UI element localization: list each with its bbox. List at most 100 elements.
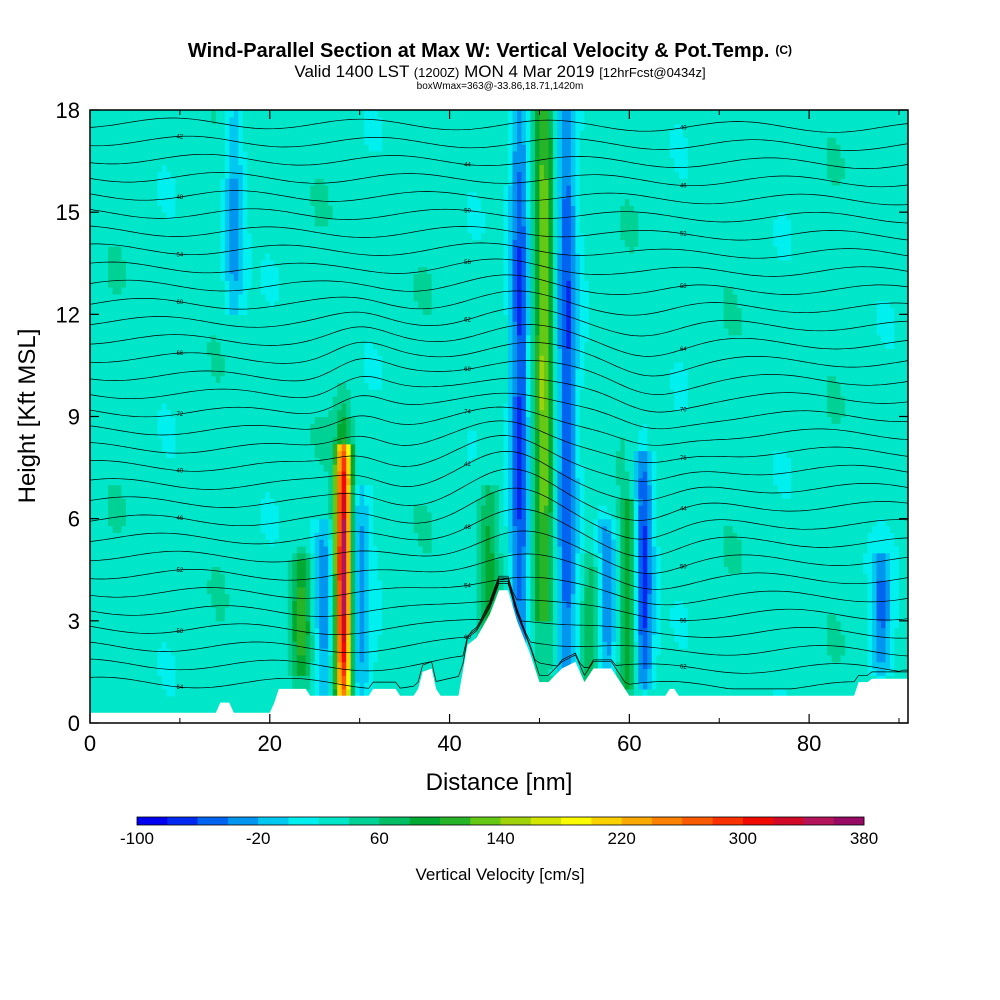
wvel-cell [126,233,131,240]
wvel-cell [144,199,149,206]
wvel-cell [130,498,135,505]
wvel-cell [193,444,198,451]
wvel-cell [184,689,189,696]
wvel-cell [90,417,95,424]
wvel-cell [90,594,95,601]
wvel-cell [157,675,162,682]
wvel-cell [175,328,180,335]
wvel-cell [162,219,167,226]
wvel-cell [175,396,180,403]
wvel-cell [202,348,207,355]
wvel-cell [135,539,140,546]
wvel-cell [94,682,99,689]
wvel-cell [135,369,140,376]
wvel-cell [103,382,108,389]
wvel-cell [171,655,176,662]
wvel-cell [126,600,131,607]
wvel-cell [175,151,180,158]
wvel-cell [103,423,108,430]
wvel-cell [99,634,104,641]
wvel-cell [103,308,108,315]
wvel-cell [166,423,171,430]
wvel-cell [175,389,180,396]
wvel-cell [94,164,99,171]
wvel-cell [117,648,122,655]
wvel-cell [189,634,194,641]
wvel-cell [193,430,198,437]
wvel-cell [126,382,131,389]
wvel-cell [121,525,126,532]
wvel-cell [108,498,113,505]
wvel-cell [157,573,162,580]
wvel-cell [135,525,140,532]
wvel-cell [112,546,117,553]
wvel-cell [90,546,95,553]
wvel-cell [198,607,203,614]
wvel-cell [117,389,122,396]
wvel-cell [171,178,176,185]
wvel-cell [99,382,104,389]
wvel-cell [148,669,153,676]
wvel-cell [99,369,104,376]
wvel-cell [207,239,212,246]
wvel-cell [153,321,158,328]
wvel-cell [148,137,153,144]
wvel-cell [94,444,99,451]
wvel-cell [162,308,167,315]
wvel-cell [189,124,194,131]
wvel-cell [94,294,99,301]
wvel-cell [135,560,140,567]
wvel-cell [184,464,189,471]
wvel-cell [198,260,203,267]
wvel-cell [171,396,176,403]
wvel-cell [153,430,158,437]
wvel-cell [112,260,117,267]
wvel-cell [189,614,194,621]
wvel-cell [117,308,122,315]
wvel-cell [90,566,95,573]
wvel-cell [157,314,162,321]
wvel-cell [175,614,180,621]
wvel-cell [135,573,140,580]
wvel-cell [148,457,153,464]
wvel-cell [103,546,108,553]
wvel-cell [153,580,158,587]
wvel-cell [117,280,122,287]
wvel-cell [175,376,180,383]
wvel-cell [99,457,104,464]
wvel-cell [94,144,99,151]
wvel-cell [139,546,144,553]
wvel-cell [90,137,95,144]
wvel-cell [171,621,176,628]
wvel-cell [153,144,158,151]
wvel-cell [157,342,162,349]
wvel-cell [193,566,198,573]
wvel-cell [198,655,203,662]
wvel-cell [166,382,171,389]
wvel-cell [166,376,171,383]
wvel-cell [171,199,176,206]
wvel-cell [166,471,171,478]
wvel-cell [166,607,171,614]
wvel-cell [99,573,104,580]
wvel-cell [171,471,176,478]
wvel-cell [157,655,162,662]
wvel-cell [90,525,95,532]
wvel-cell [162,321,167,328]
wvel-cell [130,267,135,274]
wvel-cell [153,185,158,192]
wvel-cell [184,301,189,308]
wvel-cell [207,485,212,492]
wvel-cell [144,682,149,689]
wvel-cell [144,239,149,246]
wvel-cell [171,519,176,526]
wvel-cell [112,669,117,676]
wvel-cell [144,212,149,219]
wvel-cell [166,328,171,335]
wvel-cell [184,532,189,539]
wvel-cell [94,110,99,117]
wvel-cell [130,280,135,287]
wvel-cell [126,525,131,532]
wvel-cell [135,655,140,662]
wvel-cell [108,389,113,396]
